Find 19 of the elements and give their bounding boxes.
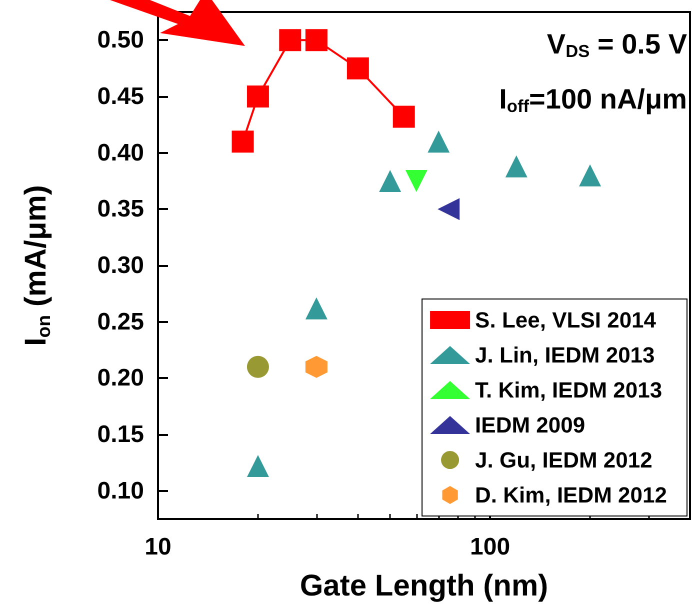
y-tick-label: 0.25: [97, 308, 144, 336]
legend-label: J. Gu, IEDM 2012: [475, 448, 652, 472]
y-tick-label: 0.50: [97, 26, 144, 54]
legend-label: T. Kim, IEDM 2013: [475, 378, 662, 402]
legend-label: J. Lin, IEDM 2013: [475, 342, 655, 368]
y-tick-label: 0.45: [97, 83, 144, 110]
y-tick-label: 0.40: [97, 139, 144, 166]
y-tick-label: 0.30: [97, 252, 144, 279]
legend-label: D. Kim, IEDM 2012: [475, 482, 667, 508]
y-tick-label: 0.20: [97, 364, 144, 392]
x-tick-label: 10: [144, 534, 172, 560]
y-tick-label: 0.15: [97, 421, 144, 448]
y-tick-label: 0.10: [97, 477, 144, 504]
y-axis-title: Ion (mA/μm): [20, 184, 54, 346]
legend-label: S. Lee, VLSI 2014: [475, 308, 657, 332]
x-axis-title: Gate Length (nm): [300, 570, 548, 602]
x-tick-label: 100: [470, 534, 510, 560]
y-tick-label: 0.35: [97, 196, 144, 223]
legend-label: IEDM 2009: [475, 412, 586, 438]
